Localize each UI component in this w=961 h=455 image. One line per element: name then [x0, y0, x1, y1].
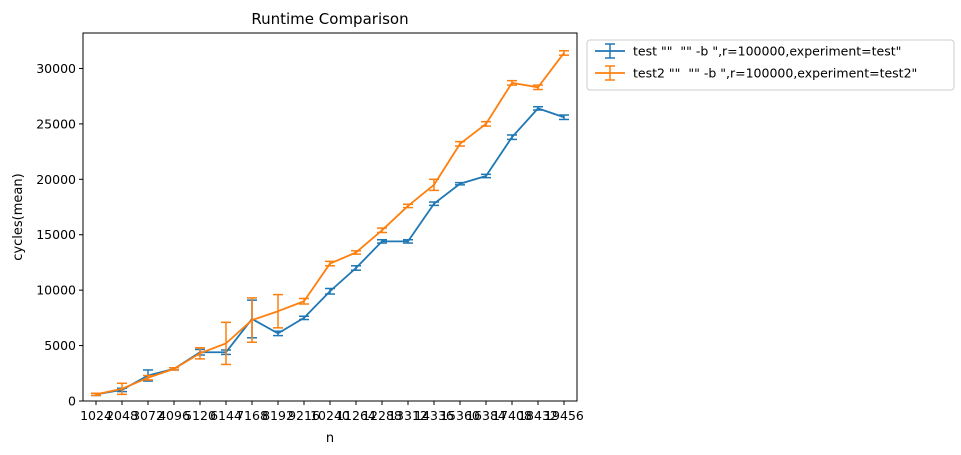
- y-axis: 0 5000 10000 15000 20000 25000 30000: [36, 61, 83, 409]
- y-axis-label: cycles(mean): [11, 173, 26, 260]
- y-tick-label: 30000: [36, 61, 76, 76]
- x-tick-label: 5120: [184, 408, 216, 423]
- legend-label: test2 "" "" -b ",r=100000,experiment=tes…: [633, 66, 917, 81]
- x-tick-label: 6144: [210, 408, 242, 423]
- y-tick-label: 15000: [36, 227, 76, 242]
- legend-box: [586, 39, 955, 91]
- legend: test "" "" -b ",r=100000,experiment=test…: [586, 39, 955, 91]
- series-line: [95, 52, 565, 396]
- legend-marker-2: [595, 65, 625, 81]
- x-tick-label: 11264: [336, 408, 376, 423]
- x-tick-label: 7168: [236, 408, 268, 423]
- y-tick-label: 5000: [44, 338, 76, 353]
- y-tick-label: 10000: [36, 283, 76, 298]
- plot-frame: [82, 32, 578, 402]
- x-tick-label: 12288: [362, 408, 402, 423]
- x-tick-label: 17408: [492, 408, 532, 423]
- x-tick-label: 18432: [518, 408, 558, 423]
- x-tick-label: 8192: [262, 408, 294, 423]
- series-2: [91, 49, 569, 397]
- legend-label: test "" "" -b ",r=100000,experiment=test…: [633, 44, 901, 59]
- x-tick-label: 10240: [310, 408, 350, 423]
- plot-area: [82, 32, 578, 402]
- chart-title: Runtime Comparison: [251, 10, 408, 28]
- x-tick-label: 4096: [158, 408, 190, 423]
- x-tick-label: 3072: [132, 408, 164, 423]
- error-bar: [559, 49, 569, 56]
- y-tick-label: 20000: [36, 172, 76, 187]
- x-tick-label: 14336: [414, 408, 454, 423]
- x-tick-label: 9216: [288, 408, 320, 423]
- x-tick-label: 16384: [466, 408, 506, 423]
- x-axis: 1024204830724096512061447168819292161024…: [80, 401, 584, 423]
- x-tick-label: 15360: [440, 408, 480, 423]
- series-1: [91, 105, 569, 397]
- legend-marker-1: [595, 43, 625, 59]
- x-tick-label: 19456: [544, 408, 584, 423]
- y-tick-label: 25000: [36, 116, 76, 131]
- x-tick-label: 1024: [80, 408, 112, 423]
- x-tick-label: 2048: [106, 408, 138, 423]
- series-line: [95, 107, 565, 396]
- x-tick-label: 13312: [388, 408, 428, 423]
- y-tick-label: 0: [68, 394, 76, 409]
- x-axis-label: n: [326, 431, 334, 446]
